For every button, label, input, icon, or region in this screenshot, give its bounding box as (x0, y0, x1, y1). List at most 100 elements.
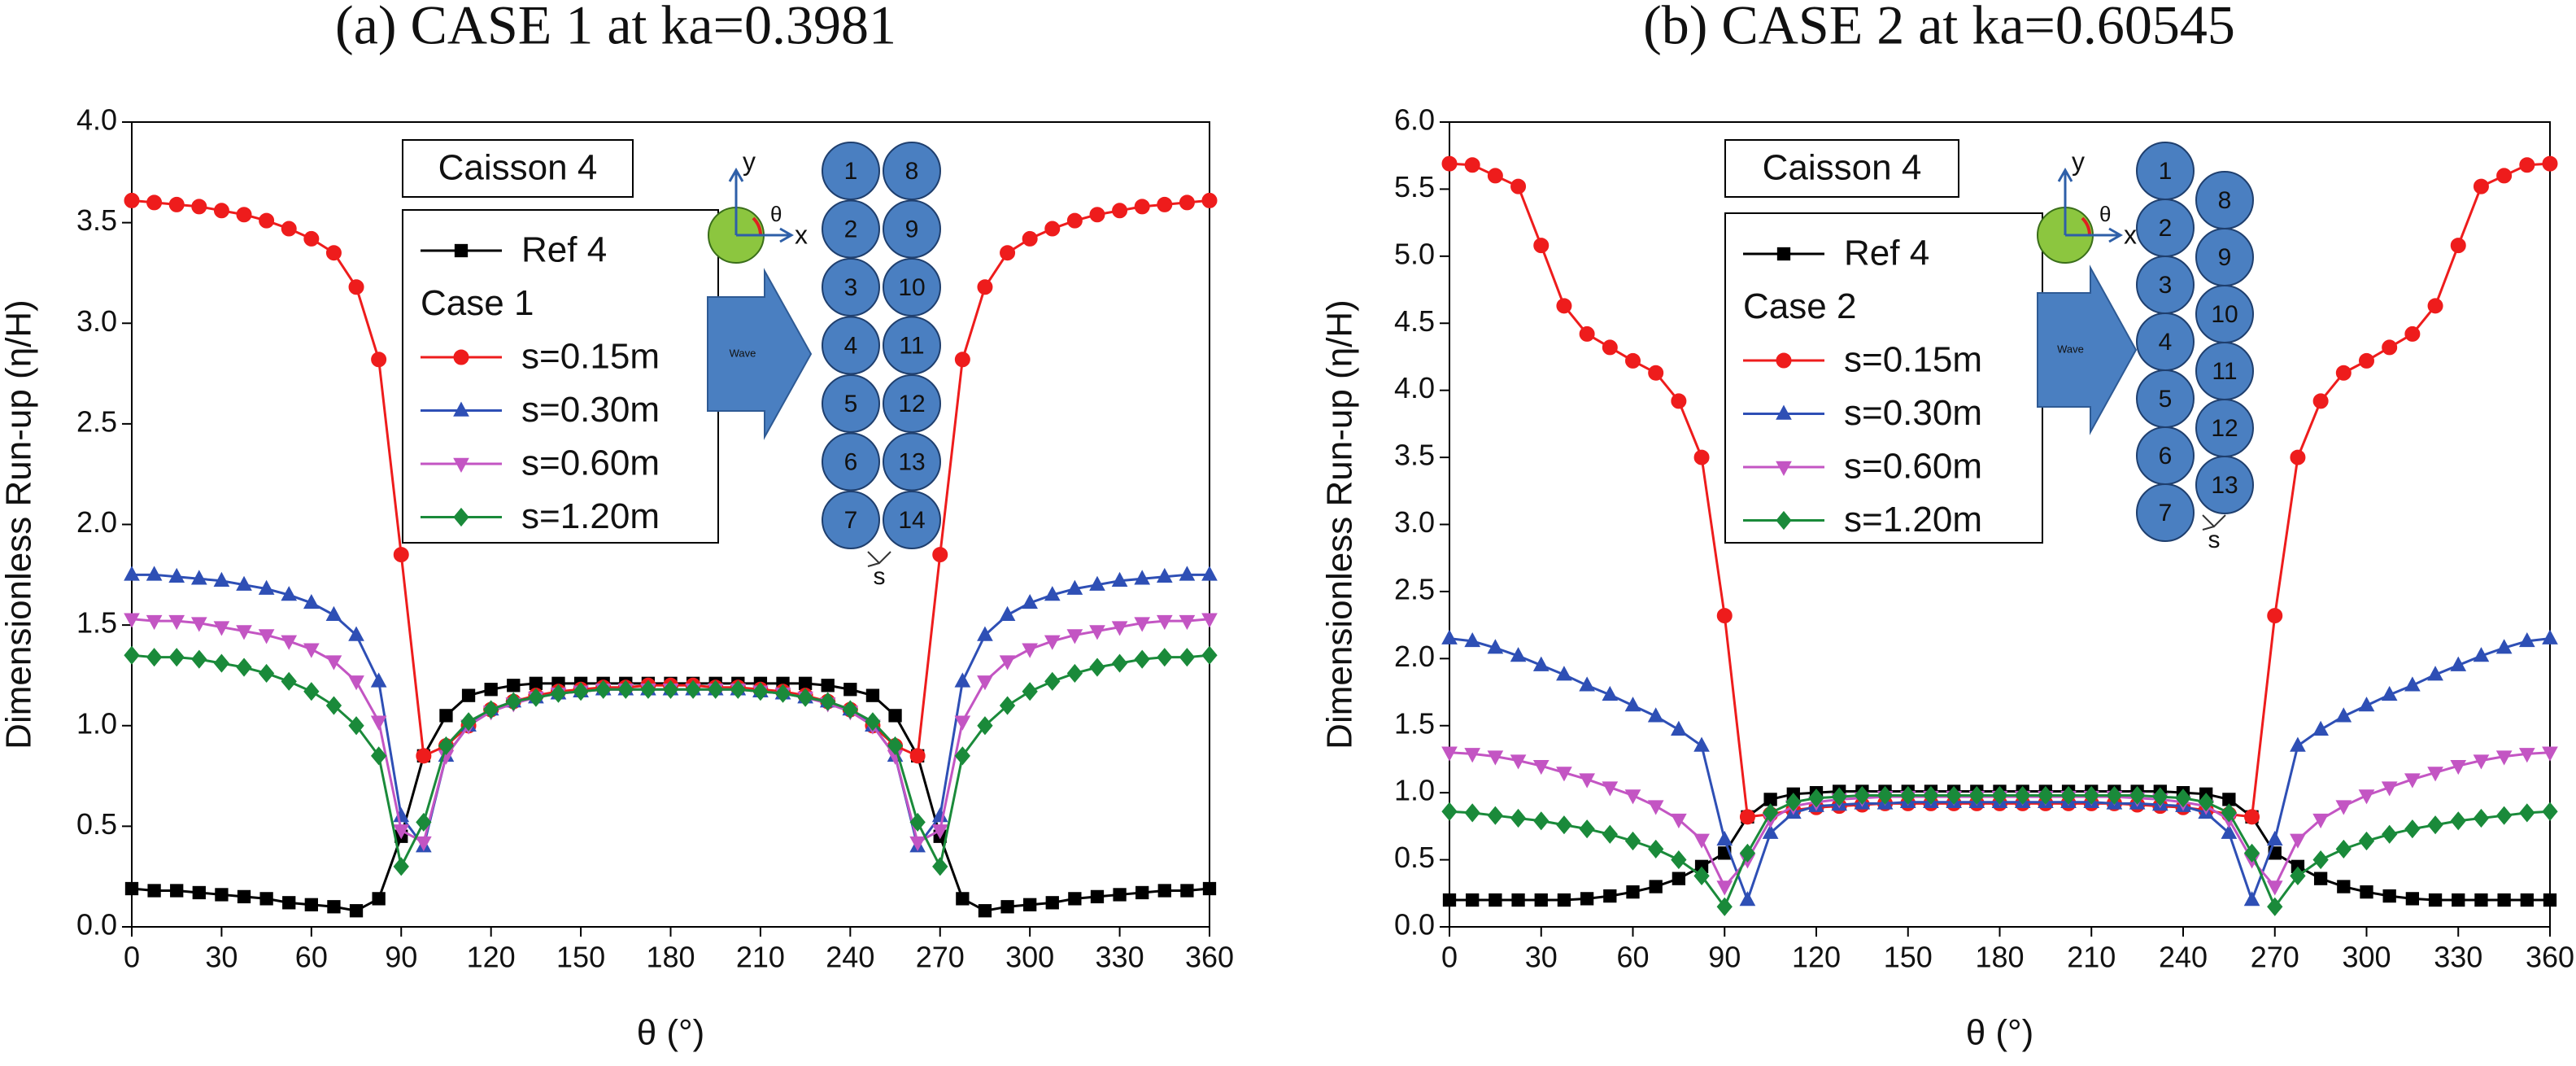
data-marker (416, 836, 432, 852)
data-marker (1831, 787, 1847, 806)
legend-marker (1776, 247, 1791, 261)
data-marker (1602, 685, 1619, 701)
data-marker (1602, 339, 1618, 356)
data-marker (1202, 881, 1217, 896)
caisson-label: 3 (2159, 272, 2173, 299)
data-marker (1625, 352, 1641, 369)
data-marker (2312, 393, 2329, 409)
data-marker (190, 617, 207, 632)
data-marker (1111, 653, 1128, 673)
caisson-label: 5 (844, 391, 858, 417)
data-marker (325, 655, 342, 671)
data-marker (168, 567, 185, 583)
series-line (132, 573, 1210, 850)
data-marker (281, 671, 297, 691)
y-axis-label: Dimensionless Run-up (η/H) (0, 299, 39, 749)
data-marker (2450, 759, 2467, 775)
x-tick-label: 210 (2067, 941, 2116, 974)
wave-label: Wave (2057, 343, 2084, 355)
data-marker (1134, 649, 1150, 669)
data-marker (2404, 676, 2421, 692)
inset-label: x (2124, 220, 2137, 249)
data-marker (1180, 884, 1194, 898)
data-marker (1579, 325, 1595, 342)
inset-label: y (743, 146, 756, 176)
data-marker (2542, 746, 2558, 762)
data-marker (2358, 789, 2375, 805)
data-marker (507, 679, 521, 692)
legend-item: s=0.60m (421, 443, 660, 483)
y-tick-label: 4.0 (1394, 371, 1435, 404)
data-marker (821, 679, 835, 692)
caisson (822, 142, 880, 200)
caisson-label: 13 (2211, 472, 2238, 499)
data-marker (2495, 806, 2513, 825)
y-tick-label: 5.5 (1394, 170, 1435, 203)
data-marker (2519, 803, 2535, 823)
data-marker (1649, 880, 1663, 893)
data-marker (2542, 629, 2558, 644)
x-axis-label: θ (°) (1966, 1013, 2034, 1053)
data-marker (2335, 800, 2352, 815)
x-tick-label: 150 (1884, 941, 1933, 974)
legend-item: s=1.20m (421, 496, 660, 536)
data-marker (282, 896, 296, 910)
data-marker (2543, 893, 2557, 907)
data-marker (1441, 155, 1458, 172)
data-marker (2313, 872, 2328, 885)
data-marker (1487, 639, 1504, 654)
caisson-label: 12 (898, 391, 925, 417)
data-marker (2335, 707, 2352, 723)
data-marker (2290, 866, 2306, 885)
data-marker (2382, 824, 2398, 844)
data-marker (1556, 767, 1572, 782)
x-tick-label: 330 (1096, 941, 1144, 974)
y-tick-label: 2.0 (1394, 640, 1435, 673)
data-marker (2038, 785, 2054, 806)
data-marker (2267, 608, 2283, 624)
data-marker (2290, 833, 2306, 849)
data-marker (281, 586, 298, 601)
legend-label: s=0.15m (521, 337, 660, 377)
caisson (822, 491, 880, 549)
caisson-label: 1 (2159, 158, 2173, 185)
annotation-box (1724, 139, 1959, 198)
data-marker (1179, 614, 1196, 631)
data-marker (1968, 785, 1985, 806)
data-marker (237, 889, 251, 904)
data-marker (124, 566, 140, 581)
annotation: Caisson 4 (1763, 148, 1922, 188)
data-marker (168, 648, 185, 667)
data-marker (752, 682, 769, 701)
data-marker (325, 245, 342, 261)
data-marker (2267, 897, 2283, 916)
data-marker (1647, 707, 1664, 723)
data-marker (1044, 635, 1061, 650)
data-marker (1066, 663, 1083, 684)
data-marker (1179, 194, 1195, 211)
data-marker (1441, 802, 1458, 821)
legend-item: s=0.30m (421, 390, 660, 430)
data-marker (124, 613, 140, 628)
x-tick-label: 120 (1792, 941, 1841, 974)
data-marker (348, 279, 364, 295)
data-marker (1201, 645, 1218, 665)
data-marker (1532, 759, 1550, 775)
y-tick-label: 5.0 (1394, 237, 1435, 270)
series-line (131, 682, 1210, 912)
y-tick-label: 6.0 (1394, 103, 1435, 137)
legend-marker (1776, 510, 1792, 531)
data-marker (146, 194, 163, 211)
gap-marker (867, 551, 891, 567)
legend-marker (454, 243, 469, 258)
data-marker (1487, 806, 1504, 825)
data-marker (258, 579, 275, 595)
data-marker (2495, 750, 2513, 766)
x-tick-label: 240 (2159, 941, 2208, 974)
caisson (883, 374, 941, 433)
data-marker (2427, 298, 2443, 314)
caisson-label: 9 (2218, 244, 2232, 271)
legend-item: s=0.60m (1743, 447, 1982, 487)
data-marker (1022, 593, 1039, 609)
data-marker (1647, 800, 1664, 815)
